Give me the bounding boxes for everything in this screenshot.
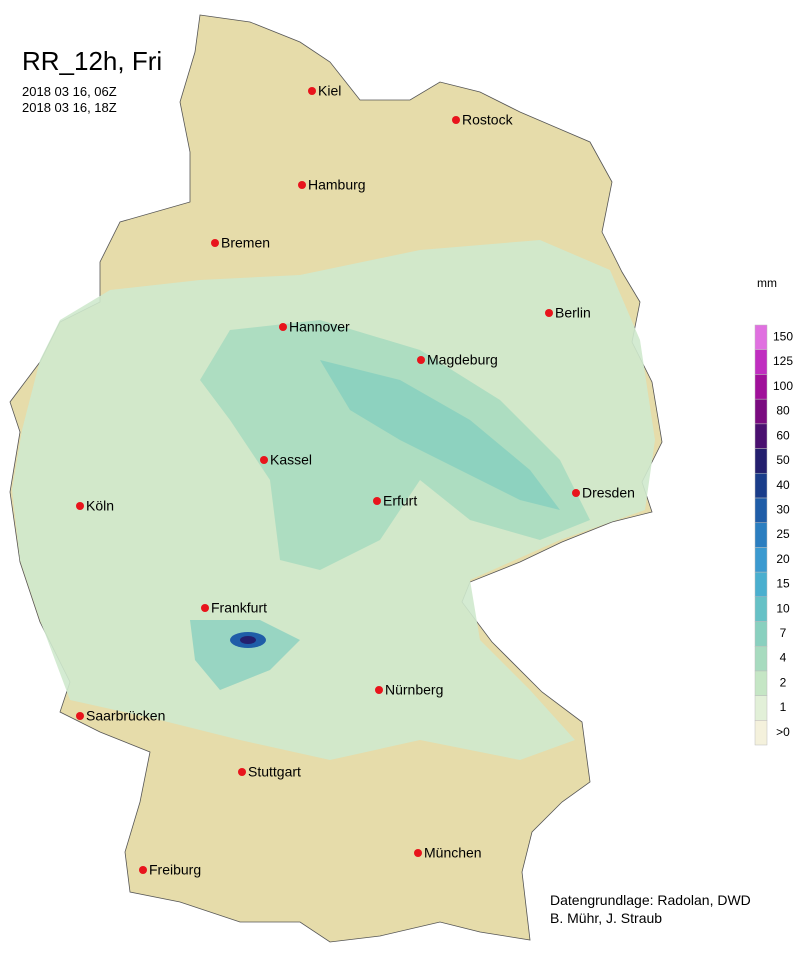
city-marker: [414, 849, 422, 857]
legend-label: 125: [773, 354, 793, 368]
city-marker: [572, 489, 580, 497]
start-time: 2018 03 16, 06Z: [22, 84, 117, 99]
legend-swatch: [754, 670, 768, 696]
legend-swatch: [754, 472, 768, 499]
city-label: Hannover: [289, 319, 350, 335]
city-label: Kiel: [318, 83, 341, 99]
legend-swatch: [754, 398, 768, 425]
legend-label: 20: [776, 552, 790, 566]
city-marker: [238, 768, 246, 776]
city-label: Nürnberg: [385, 682, 443, 698]
city-label: Bremen: [221, 235, 270, 251]
end-time: 2018 03 16, 18Z: [22, 100, 117, 115]
legend-swatch: [754, 621, 768, 647]
rain-peak-core: [240, 636, 256, 644]
city-label: Dresden: [582, 485, 635, 501]
legend-label: 2: [780, 675, 787, 689]
legend-swatch: [754, 596, 768, 622]
city-label: Magdeburg: [427, 352, 498, 368]
city-label: München: [424, 845, 482, 861]
legend: >0 1 2 4 7 10 15 20 25 30 40 50 60 80 100 125 150: [754, 324, 793, 746]
city-marker: [139, 866, 147, 874]
legend-label: 100: [773, 379, 793, 393]
city-marker: [417, 356, 425, 364]
legend-swatch: [754, 423, 768, 449]
legend-label: 30: [776, 502, 790, 516]
city-marker: [260, 456, 268, 464]
city-label: Freiburg: [149, 862, 201, 878]
city-label: Stuttgart: [248, 764, 301, 780]
city-label: Erfurt: [383, 493, 417, 509]
legend-swatch: [754, 448, 768, 474]
city-marker: [452, 116, 460, 124]
legend-swatch: [754, 497, 768, 523]
credit-source: Datengrundlage: Radolan, DWD: [550, 892, 751, 908]
city-label: Kassel: [270, 452, 312, 468]
cities: Kiel Rostock Hamburg Bremen Berlin Hannover Ma…: [76, 83, 635, 878]
legend-swatch: [754, 547, 768, 573]
legend-label: 80: [776, 404, 790, 418]
city-marker: [279, 323, 287, 331]
legend-label: 60: [776, 428, 790, 442]
rain-area-moderate: [200, 320, 590, 570]
city-label: Rostock: [462, 112, 514, 128]
legend-swatch: [754, 522, 768, 548]
rain-area-south: [190, 620, 300, 690]
legend-label: 7: [780, 626, 787, 640]
city-label: Köln: [86, 498, 114, 514]
title: RR_12h, Fri: [22, 46, 162, 76]
legend-swatch: [754, 324, 768, 350]
legend-swatch: [754, 349, 768, 375]
city-marker: [545, 309, 553, 317]
map: [9, 14, 663, 943]
city-label: Hamburg: [308, 177, 366, 193]
legend-swatch: [754, 645, 768, 672]
legend-label: 50: [776, 453, 790, 467]
city-marker: [211, 239, 219, 247]
legend-label: 40: [776, 478, 790, 492]
legend-label: 15: [776, 577, 790, 591]
city-label: Berlin: [555, 305, 591, 321]
legend-label: 10: [776, 601, 790, 615]
rain-area-strong: [320, 360, 560, 510]
legend-label: 150: [773, 330, 793, 344]
city-label: Saarbrücken: [86, 708, 165, 724]
city-marker: [308, 87, 316, 95]
credit-authors: B. Mühr, J. Straub: [550, 910, 662, 926]
city-label: Frankfurt: [211, 600, 267, 616]
city-marker: [373, 497, 381, 505]
legend-label: 25: [776, 527, 790, 541]
city-marker: [375, 686, 383, 694]
legend-label: 4: [780, 651, 787, 665]
legend-swatch: [754, 374, 768, 400]
legend-label: 1: [780, 700, 787, 714]
legend-swatch: [754, 571, 768, 598]
city-marker: [76, 502, 84, 510]
legend-swatch: [754, 695, 768, 721]
legend-label: >0: [776, 725, 790, 739]
city-marker: [201, 604, 209, 612]
city-marker: [76, 712, 84, 720]
legend-swatch: [754, 720, 768, 746]
legend-unit: mm: [757, 276, 777, 290]
city-marker: [298, 181, 306, 189]
